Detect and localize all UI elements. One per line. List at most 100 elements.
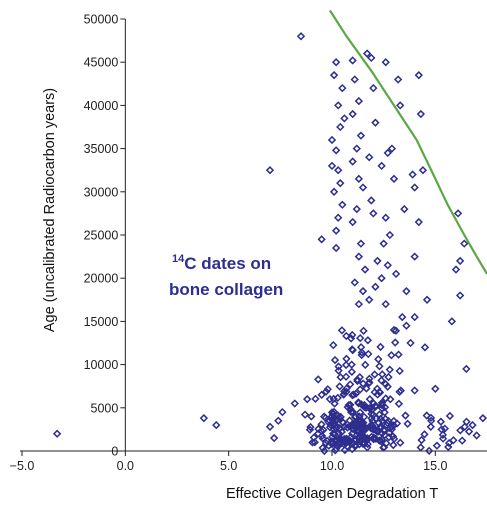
data-point bbox=[338, 83, 347, 93]
data-point-cluster bbox=[367, 432, 376, 441]
data-point-cluster bbox=[375, 362, 384, 371]
data-point bbox=[365, 153, 374, 162]
data-point bbox=[338, 200, 347, 209]
data-point-cluster bbox=[313, 429, 323, 438]
data-point-cluster bbox=[306, 422, 315, 432]
data-point-cluster bbox=[356, 343, 366, 352]
data-point-cluster bbox=[394, 399, 404, 408]
data-point bbox=[383, 261, 392, 270]
data-point-cluster bbox=[310, 438, 319, 447]
data-point-cluster bbox=[378, 370, 387, 379]
data-point bbox=[379, 239, 388, 248]
data-point bbox=[356, 131, 366, 140]
data-point-cluster bbox=[343, 423, 352, 432]
data-point bbox=[383, 148, 392, 158]
data-point-cluster bbox=[438, 434, 448, 443]
data-point-cluster bbox=[309, 433, 319, 442]
data-point-cluster bbox=[359, 412, 369, 422]
data-point-cluster bbox=[321, 387, 331, 396]
data-point bbox=[389, 174, 399, 184]
data-point-cluster bbox=[364, 349, 373, 359]
data-point-cluster bbox=[426, 422, 435, 431]
data-point bbox=[336, 122, 345, 132]
data-point-cluster bbox=[335, 382, 344, 391]
data-point-cluster bbox=[384, 372, 393, 382]
data-point-cluster bbox=[345, 422, 354, 431]
data-point bbox=[373, 256, 382, 266]
y-tick-label: 10000 bbox=[84, 358, 119, 372]
data-point bbox=[327, 135, 337, 145]
data-point-cluster bbox=[356, 333, 365, 343]
data-point-cluster bbox=[383, 382, 392, 391]
data-point bbox=[331, 243, 341, 253]
data-point-cluster bbox=[348, 330, 357, 340]
data-point bbox=[348, 56, 357, 65]
y-axis-ticks: 0 5000 10000 15000 20000 25000 30000 35000 40000… bbox=[84, 13, 126, 459]
data-point-cluster bbox=[352, 423, 362, 433]
data-point-cluster bbox=[348, 391, 357, 400]
data-point-cluster bbox=[359, 379, 368, 388]
data-point-cluster bbox=[432, 441, 442, 450]
data-point bbox=[334, 101, 343, 110]
data-point-cluster bbox=[386, 395, 395, 404]
data-point-cluster bbox=[347, 367, 357, 376]
data-point-cluster bbox=[375, 436, 384, 445]
data-point bbox=[307, 412, 316, 421]
data-point bbox=[478, 414, 487, 423]
data-point bbox=[274, 416, 283, 425]
data-point bbox=[402, 321, 411, 330]
data-point bbox=[406, 338, 415, 348]
data-point-cluster bbox=[438, 430, 448, 440]
data-point bbox=[296, 32, 306, 41]
data-point-cluster bbox=[395, 366, 404, 376]
data-point-cluster bbox=[449, 436, 458, 445]
data-point bbox=[278, 407, 287, 417]
degradation-curve bbox=[328, 9, 487, 275]
data-point bbox=[472, 431, 481, 440]
data-point-cluster bbox=[305, 425, 315, 434]
data-point bbox=[334, 166, 343, 175]
data-point-cluster bbox=[346, 380, 355, 389]
data-point bbox=[265, 166, 275, 175]
y-tick-label: 30000 bbox=[84, 185, 119, 199]
data-point-cluster bbox=[391, 338, 400, 347]
data-point bbox=[455, 291, 465, 300]
data-point-cluster bbox=[329, 340, 338, 350]
data-point-cluster bbox=[332, 436, 341, 445]
data-point bbox=[327, 161, 337, 171]
data-point bbox=[371, 282, 380, 292]
data-point bbox=[400, 204, 409, 214]
data-point-cluster bbox=[380, 408, 389, 417]
data-point-cluster bbox=[311, 394, 320, 404]
data-point bbox=[451, 265, 461, 274]
data-point-cluster bbox=[389, 434, 399, 443]
data-point-cluster bbox=[376, 342, 385, 352]
data-point-cluster bbox=[422, 411, 431, 420]
data-point-cluster bbox=[389, 440, 398, 450]
data-point-cluster bbox=[353, 375, 362, 384]
data-point-cluster bbox=[416, 443, 425, 452]
data-point bbox=[352, 204, 361, 214]
x-axis-ticks: −5.0 0.0 5.0 10.0 15.0 bbox=[10, 451, 448, 473]
data-point-cluster bbox=[355, 408, 365, 417]
data-point bbox=[348, 157, 357, 166]
data-point bbox=[381, 213, 390, 222]
data-point-cluster bbox=[377, 376, 386, 385]
data-point-cluster bbox=[366, 421, 375, 430]
data-point-cluster bbox=[379, 443, 388, 452]
data-point bbox=[303, 394, 312, 404]
data-point-cluster bbox=[351, 417, 361, 427]
y-tick-label: 40000 bbox=[84, 99, 119, 113]
data-point bbox=[354, 96, 364, 106]
data-point-cluster bbox=[363, 336, 373, 345]
data-point-cluster bbox=[361, 360, 370, 370]
data-point-cluster bbox=[464, 427, 474, 436]
data-point-cluster bbox=[341, 372, 351, 381]
y-tick-label: 25000 bbox=[84, 229, 119, 243]
data-point bbox=[420, 343, 430, 352]
annotation-line2: bone collagen bbox=[169, 280, 283, 299]
data-point-cluster bbox=[396, 386, 405, 395]
data-point-cluster bbox=[318, 443, 327, 453]
data-point-cluster bbox=[342, 331, 351, 341]
